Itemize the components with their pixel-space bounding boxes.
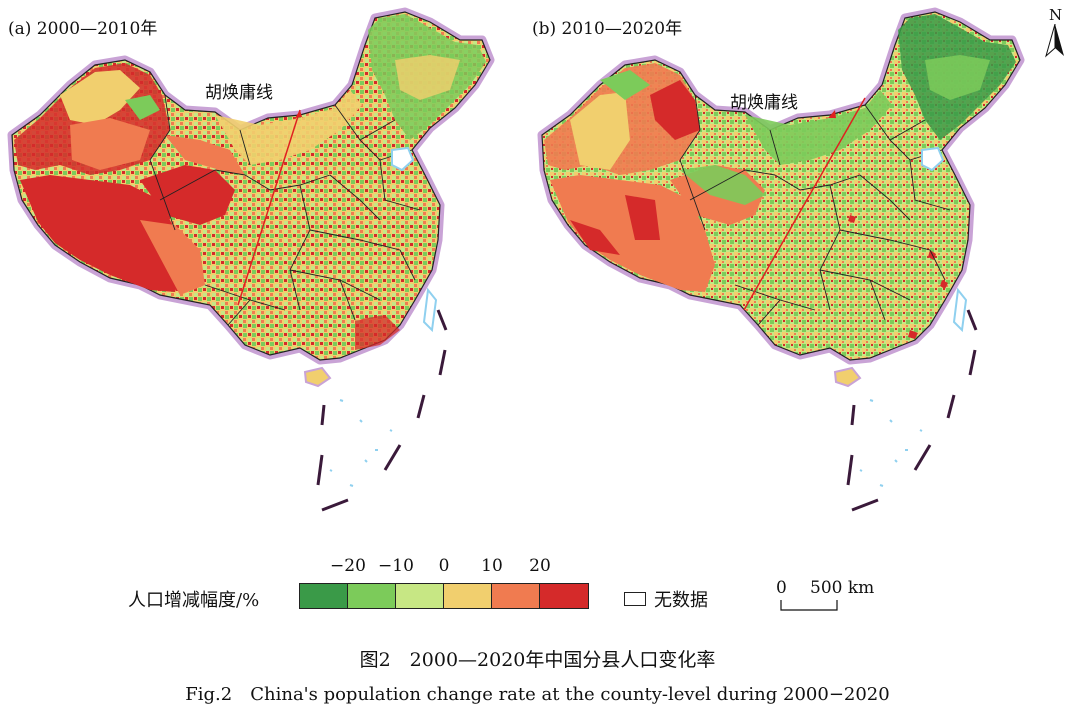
province-boundaries — [149, 94, 421, 326]
region-northeast-yellow — [395, 55, 460, 100]
legend-swatch — [396, 584, 444, 608]
bohai-sea — [921, 146, 945, 172]
north-arrow: N — [1044, 6, 1066, 58]
legend-swatch — [492, 584, 540, 608]
legend-tick: −10 — [378, 556, 414, 576]
hu-line — [743, 97, 866, 311]
map-panel-2010-2020: (b) 2010—2020年 胡焕庸线 — [530, 0, 1060, 545]
legend-swatch — [540, 584, 588, 608]
scale-bar-label: 500 km — [810, 578, 875, 598]
region-xinjiang-green — [125, 95, 160, 120]
hainan-island — [833, 366, 862, 388]
region-xinjiang-orange — [70, 118, 150, 170]
taiwan-island — [952, 287, 968, 333]
north-arrow-label: N — [1049, 6, 1063, 24]
hu-line-arrowhead — [828, 110, 836, 118]
legend-tick: −20 — [330, 556, 366, 576]
south-china-sea-islands — [859, 399, 923, 487]
region-tibet-red — [20, 175, 185, 292]
north-arrow-icon — [1045, 24, 1064, 58]
region-northeast-lightgreen — [925, 55, 990, 100]
region-qinghai-red — [140, 165, 235, 225]
legend-swatch — [348, 584, 396, 608]
china-map-b — [537, 7, 1025, 512]
hu-line-arrowhead — [295, 110, 302, 118]
south-china-sea-dashes — [316, 309, 448, 512]
panel-title-a: (a) 2000—2010年 — [8, 19, 158, 39]
legend-tick: 20 — [529, 556, 551, 576]
legend-swatch — [444, 584, 492, 608]
legend: −20 −10 0 10 20 人口增减幅度/% 无数据 0 500 km — [0, 548, 1075, 618]
region-tibet-red — [570, 195, 660, 255]
legend-color-ramp — [299, 583, 589, 609]
scale-bar-line — [780, 600, 838, 611]
no-data-swatch — [624, 592, 646, 606]
region-east-mosaic — [790, 200, 950, 325]
region-east-mosaic — [260, 200, 420, 325]
south-china-sea-islands — [329, 399, 393, 487]
hu-line — [237, 109, 301, 306]
hainan-island — [303, 366, 332, 388]
province-boundaries — [679, 94, 951, 326]
region-gansu-green — [680, 165, 765, 205]
hu-line-label-a: 胡焕庸线 — [205, 83, 273, 103]
figure-caption-cn: 图2 2000—2020年中国分县人口变化率 — [359, 649, 716, 671]
china-map-a — [7, 7, 495, 512]
region-xinjiang-yellow — [60, 70, 140, 125]
no-data-label: 无数据 — [654, 590, 708, 611]
region-xinjiang-red — [650, 80, 700, 140]
scale-bar-zero: 0 — [776, 578, 787, 598]
legend-swatch — [300, 584, 348, 608]
region-xinjiang-green — [600, 70, 650, 100]
bohai-sea — [391, 146, 415, 172]
region-tibet-orange — [550, 175, 715, 292]
figure-caption-en: Fig.2 China's population change rate at … — [185, 684, 890, 705]
legend-tick: 10 — [481, 556, 503, 576]
map-panel-2000-2010: (a) 2000—2010年 胡焕庸线 — [0, 0, 530, 545]
panel-title-b: (b) 2010—2020年 — [532, 19, 683, 39]
scale-bar: 0 500 km — [776, 578, 896, 618]
region-xinjiang-yellow — [570, 92, 630, 170]
hu-line-label-b: 胡焕庸线 — [730, 93, 798, 113]
region-south-red-spots — [355, 315, 400, 350]
south-china-sea-dashes — [846, 309, 978, 512]
region-gansu-orange — [165, 135, 245, 175]
legend-tick: 0 — [438, 556, 450, 576]
region-inner-mongolia-mix — [215, 90, 362, 165]
taiwan-island — [422, 287, 438, 333]
region-inner-mongolia-green — [745, 90, 892, 165]
legend-title: 人口增减幅度/% — [128, 590, 260, 611]
region-tibet-orange — [140, 220, 205, 295]
